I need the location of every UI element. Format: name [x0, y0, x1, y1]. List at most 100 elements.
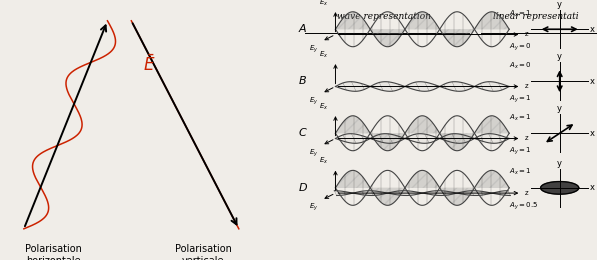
Polygon shape	[389, 82, 393, 91]
Polygon shape	[401, 137, 403, 140]
Polygon shape	[416, 192, 417, 194]
Polygon shape	[501, 191, 504, 195]
Polygon shape	[488, 82, 493, 91]
Polygon shape	[482, 191, 484, 195]
Polygon shape	[450, 134, 454, 143]
Polygon shape	[465, 191, 467, 195]
Polygon shape	[396, 191, 398, 195]
Polygon shape	[457, 134, 462, 143]
Polygon shape	[481, 83, 484, 90]
Polygon shape	[380, 134, 385, 143]
Polygon shape	[482, 83, 486, 90]
Polygon shape	[436, 191, 439, 196]
Polygon shape	[398, 191, 401, 195]
Polygon shape	[476, 86, 477, 88]
Polygon shape	[347, 192, 348, 194]
Polygon shape	[350, 134, 355, 143]
Polygon shape	[336, 86, 337, 87]
Polygon shape	[355, 82, 359, 91]
Polygon shape	[416, 192, 417, 194]
Polygon shape	[343, 83, 347, 90]
Polygon shape	[478, 137, 479, 140]
Polygon shape	[489, 192, 490, 194]
Polygon shape	[406, 86, 407, 87]
Polygon shape	[379, 82, 383, 90]
Polygon shape	[477, 85, 479, 88]
Polygon shape	[408, 85, 410, 88]
Polygon shape	[459, 192, 460, 194]
Polygon shape	[358, 134, 362, 142]
Polygon shape	[348, 134, 353, 143]
Polygon shape	[466, 84, 469, 89]
Polygon shape	[343, 191, 345, 195]
Polygon shape	[425, 134, 429, 143]
Polygon shape	[407, 137, 408, 140]
Polygon shape	[428, 135, 432, 142]
Polygon shape	[359, 83, 363, 90]
Polygon shape	[443, 136, 445, 140]
Polygon shape	[410, 191, 412, 195]
Polygon shape	[373, 137, 374, 140]
Polygon shape	[374, 136, 377, 141]
Polygon shape	[472, 138, 473, 140]
Polygon shape	[381, 192, 383, 194]
Polygon shape	[419, 192, 420, 194]
Polygon shape	[460, 134, 464, 143]
Polygon shape	[398, 136, 401, 141]
Polygon shape	[486, 134, 491, 143]
Polygon shape	[374, 84, 376, 88]
Polygon shape	[416, 82, 420, 91]
Polygon shape	[457, 82, 461, 91]
Polygon shape	[482, 191, 484, 195]
Polygon shape	[425, 82, 429, 91]
Polygon shape	[388, 134, 393, 143]
Polygon shape	[338, 191, 340, 195]
Polygon shape	[420, 82, 424, 91]
Polygon shape	[426, 134, 430, 142]
Polygon shape	[405, 138, 406, 139]
Polygon shape	[378, 135, 382, 142]
Polygon shape	[479, 191, 482, 195]
Polygon shape	[390, 192, 391, 194]
Polygon shape	[393, 192, 394, 194]
Polygon shape	[507, 86, 509, 87]
Polygon shape	[346, 82, 351, 91]
Polygon shape	[448, 191, 450, 195]
Text: y: y	[557, 0, 562, 9]
Polygon shape	[384, 134, 389, 143]
Polygon shape	[470, 137, 472, 140]
Polygon shape	[347, 134, 352, 143]
Polygon shape	[433, 191, 435, 195]
Polygon shape	[362, 83, 365, 89]
Polygon shape	[416, 82, 420, 91]
Polygon shape	[506, 191, 508, 196]
Polygon shape	[496, 82, 500, 90]
Polygon shape	[467, 84, 470, 89]
Polygon shape	[501, 84, 504, 89]
Polygon shape	[458, 134, 463, 143]
Polygon shape	[406, 191, 408, 196]
Polygon shape	[412, 135, 416, 142]
Polygon shape	[450, 82, 454, 91]
Polygon shape	[406, 138, 407, 139]
Text: x: x	[590, 183, 595, 192]
Polygon shape	[501, 136, 504, 141]
Polygon shape	[470, 137, 472, 140]
Polygon shape	[444, 136, 446, 141]
Polygon shape	[355, 192, 356, 194]
Polygon shape	[365, 136, 367, 140]
Polygon shape	[494, 192, 496, 194]
Polygon shape	[393, 135, 397, 142]
Polygon shape	[355, 134, 359, 143]
Polygon shape	[501, 191, 503, 195]
Polygon shape	[485, 82, 490, 91]
Polygon shape	[416, 134, 420, 143]
Polygon shape	[503, 84, 505, 89]
Polygon shape	[413, 135, 417, 142]
Polygon shape	[500, 191, 502, 195]
Polygon shape	[480, 136, 482, 141]
Polygon shape	[485, 82, 490, 91]
Polygon shape	[387, 82, 392, 91]
Polygon shape	[461, 192, 462, 194]
Polygon shape	[350, 82, 355, 91]
